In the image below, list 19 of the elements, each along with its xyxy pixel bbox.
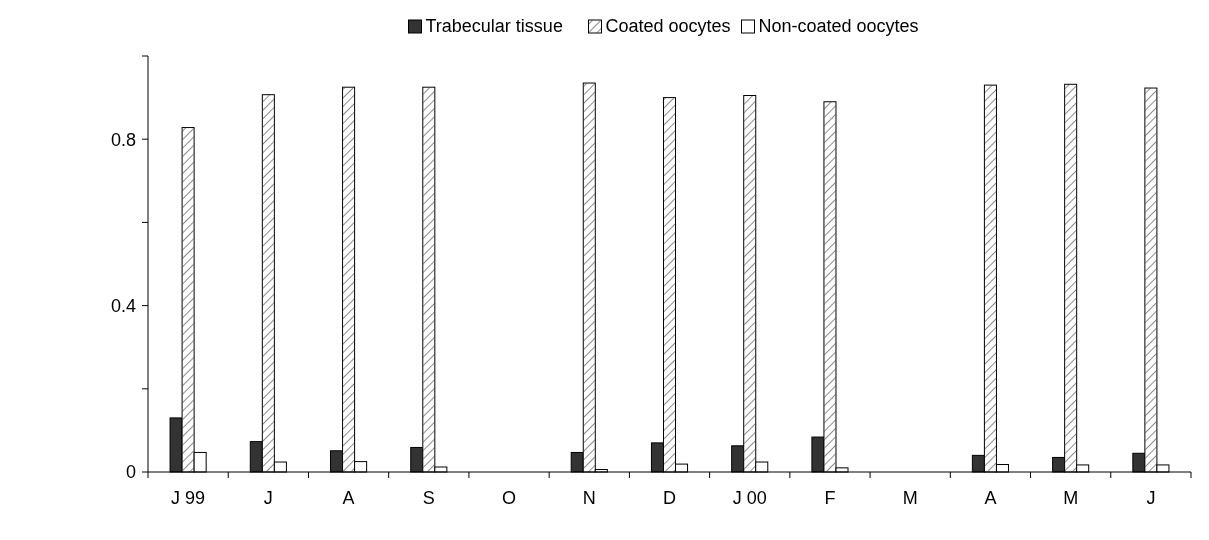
legend-label: Coated oocytes bbox=[605, 16, 731, 36]
legend-label: Non-coated oocytes bbox=[758, 16, 919, 36]
x-tick-label: A bbox=[342, 488, 355, 508]
x-tick-label: N bbox=[582, 488, 596, 508]
x-tick-label: J 99 bbox=[171, 488, 206, 508]
x-tick-label: O bbox=[502, 488, 517, 508]
y-tick-label: 0.8 bbox=[110, 129, 136, 150]
x-tick-label: A bbox=[984, 488, 997, 508]
x-tick-label: J bbox=[263, 488, 273, 508]
y-tick-label: 0 bbox=[125, 462, 136, 483]
x-tick-label: D bbox=[663, 488, 676, 508]
x-tick-label: J bbox=[1146, 488, 1156, 508]
x-tick-label: S bbox=[422, 488, 435, 508]
x-tick-label: M bbox=[902, 488, 918, 508]
x-tick-label: F bbox=[824, 488, 836, 508]
x-tick-label: J 00 bbox=[732, 488, 767, 508]
y-tick-label: 0.4 bbox=[110, 295, 136, 316]
x-tick-label: M bbox=[1063, 488, 1079, 508]
legend-label: Trabecular tissue bbox=[425, 16, 563, 36]
